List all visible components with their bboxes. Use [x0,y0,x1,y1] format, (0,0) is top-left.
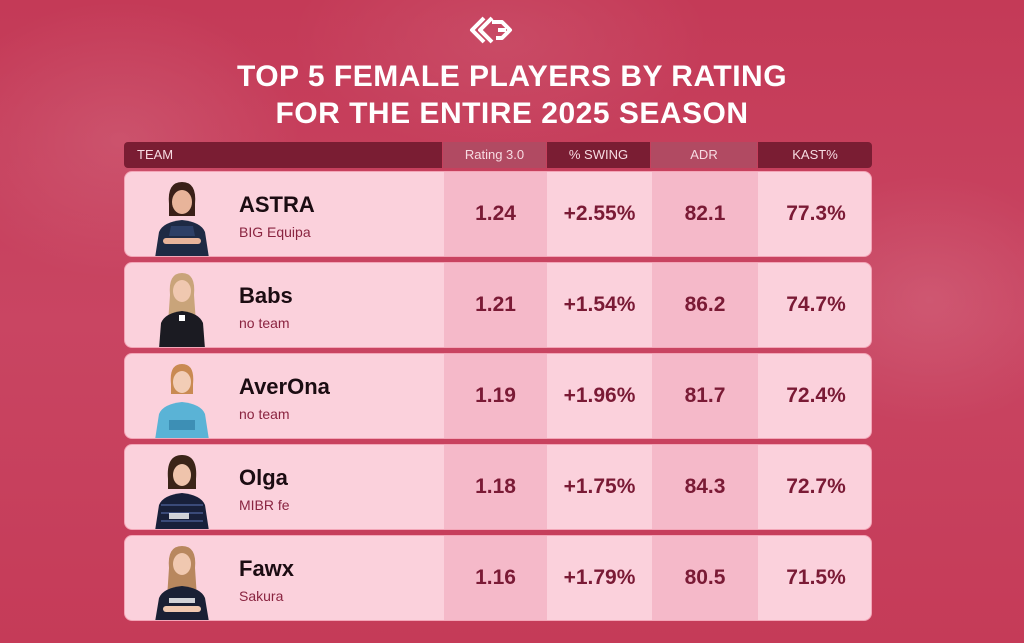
header-swing: % SWING [547,142,650,168]
brand-logo-icon [470,16,512,44]
player-avatar-icon [159,273,205,347]
adr-value: 81.7 [684,384,726,407]
player-name: ASTRA [239,192,315,217]
adr-value: 84.3 [684,475,726,498]
kast-value: 72.7% [786,475,846,498]
rating-value: 1.16 [475,566,516,589]
kast-value: 77.3% [786,202,846,225]
swing-value: +2.55% [563,202,636,225]
swing-value: +1.96% [563,384,636,407]
adr-column-stripe [652,172,758,256]
swing-value: +1.54% [563,293,636,316]
adr-column-stripe [652,536,758,620]
table-row: Olga MIBR fe 1.18 +1.75% 84.3 72.7% [124,444,872,530]
rating-value: 1.18 [475,475,516,498]
swing-value: +1.79% [563,566,636,589]
player-avatar-icon [155,182,209,256]
player-team: Sakura [239,588,284,604]
player-avatar-icon [155,455,209,529]
rating-column-stripe [444,536,547,620]
player-name: Olga [239,465,288,490]
player-name: AverOna [239,374,330,399]
player-avatar-icon [155,546,209,620]
player-team: no team [239,406,290,422]
kast-value: 71.5% [786,566,846,589]
header-team: TEAM [124,142,442,168]
player-name: Fawx [239,556,295,581]
player-team: MIBR fe [239,497,290,513]
rating-column-stripe [444,354,547,438]
adr-column-stripe [652,445,758,529]
rating-column-stripe [444,263,547,347]
player-avatar-icon [155,364,209,438]
adr-value: 82.1 [684,202,726,225]
adr-column-stripe [652,354,758,438]
table-row: Babs no team 1.21 +1.54% 86.2 74.7% [124,262,872,348]
player-team: BIG Equipa [239,224,311,240]
adr-value: 80.5 [684,566,726,589]
adr-column-stripe [652,263,758,347]
rating-value: 1.19 [475,384,516,407]
table-header: TEAM Rating 3.0 % SWING ADR KAST% [124,142,872,168]
adr-value: 86.2 [684,293,726,316]
rating-value: 1.24 [475,202,516,225]
header-adr: ADR [651,142,757,168]
swing-value: +1.75% [563,475,636,498]
page-title-line-1: TOP 5 FEMALE PLAYERS BY RATING [236,60,788,93]
header-kast: KAST% [758,142,872,168]
player-name: Babs [239,283,293,308]
kast-value: 72.4% [786,384,846,407]
kast-value: 74.7% [786,293,846,316]
rating-column-stripe [444,172,547,256]
table-row: AverOna no team 1.19 +1.96% 81.7 72.4% [124,353,872,439]
rating-value: 1.21 [475,293,516,316]
table-row: ASTRA BIG Equipa 1.24 +2.55% 82.1 77.3% [124,171,872,257]
rating-column-stripe [444,445,547,529]
header-rating: Rating 3.0 [443,142,546,168]
player-team: no team [239,315,290,331]
table-row: Fawx Sakura 1.16 +1.79% 80.5 71.5% [124,535,872,621]
page-title-line-2: FOR THE ENTIRE 2025 SEASON [275,97,749,130]
